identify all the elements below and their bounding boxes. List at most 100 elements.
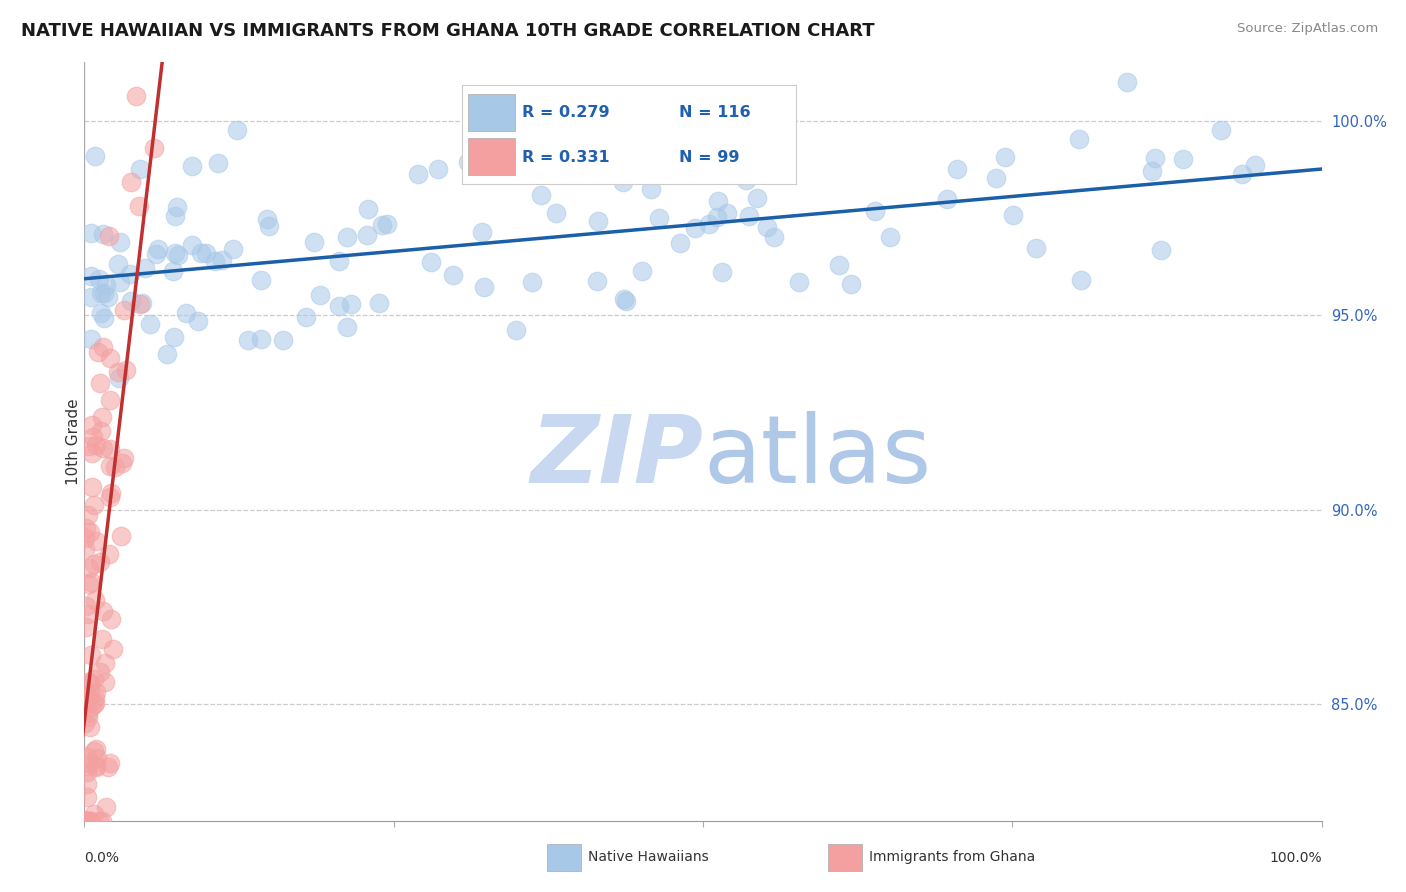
Point [697, 217, 720, 231]
Point [118, 267, 141, 281]
Point [128, 199, 150, 213]
Point [91, 340, 114, 354]
Point [787, 276, 810, 290]
Point [612, 174, 634, 188]
Point [879, 230, 901, 244]
Point [104, 459, 127, 474]
Point [79, 333, 101, 347]
Point [80, 699, 103, 714]
Point [110, 529, 132, 543]
Point [93, 674, 115, 689]
Point [91, 632, 114, 646]
Point [174, 306, 197, 320]
Point [75, 814, 97, 828]
Point [73, 715, 96, 730]
Point [107, 371, 129, 385]
Point [946, 161, 969, 176]
Point [73, 532, 96, 546]
Point [250, 333, 273, 347]
Point [107, 365, 129, 379]
Text: 0.0%: 0.0% [84, 851, 120, 865]
Point [1002, 209, 1025, 223]
Point [84, 593, 107, 607]
Point [530, 188, 553, 202]
Point [80, 648, 103, 662]
Point [77, 756, 100, 770]
Point [163, 210, 186, 224]
Point [82, 418, 104, 433]
Point [94, 657, 117, 671]
Point [187, 314, 209, 328]
Point [96, 799, 118, 814]
Point [84, 741, 107, 756]
Point [90, 285, 112, 300]
Point [75, 814, 97, 828]
Point [73, 541, 96, 556]
Point [195, 245, 218, 260]
Point [763, 229, 786, 244]
Point [76, 765, 98, 780]
Point [83, 149, 105, 163]
Point [640, 182, 662, 196]
Point [115, 363, 138, 377]
Point [572, 167, 595, 181]
Point [112, 303, 135, 318]
Point [73, 698, 96, 712]
Point [80, 480, 103, 494]
Text: ZIP: ZIP [530, 410, 703, 503]
Point [77, 710, 100, 724]
Point [82, 445, 104, 459]
Point [1230, 167, 1253, 181]
Point [76, 706, 98, 720]
Point [586, 274, 609, 288]
Point [89, 555, 111, 569]
Point [520, 275, 543, 289]
Point [706, 210, 728, 224]
Point [93, 286, 115, 301]
Point [75, 694, 97, 708]
Point [91, 442, 114, 456]
Point [211, 253, 233, 268]
Point [80, 575, 103, 590]
Point [669, 235, 692, 250]
Point [91, 604, 114, 618]
Point [716, 206, 738, 220]
Point [75, 620, 97, 634]
Point [77, 814, 100, 828]
Point [76, 750, 98, 764]
Point [134, 261, 156, 276]
Point [207, 155, 229, 169]
Point [89, 272, 111, 286]
Point [505, 323, 527, 337]
Point [336, 320, 359, 334]
Point [839, 277, 862, 291]
Point [190, 246, 212, 260]
Point [75, 814, 97, 828]
Point [1150, 243, 1173, 257]
Point [165, 246, 187, 260]
Point [73, 684, 96, 698]
Point [1244, 158, 1267, 172]
Point [745, 191, 768, 205]
Point [84, 437, 107, 451]
Text: Source: ZipAtlas.com: Source: ZipAtlas.com [1237, 22, 1378, 36]
Point [97, 290, 120, 304]
Point [80, 814, 103, 828]
Point [93, 311, 115, 326]
Point [80, 226, 103, 240]
Point [79, 686, 101, 700]
Point [79, 290, 101, 304]
Point [84, 690, 107, 705]
Point [707, 194, 730, 208]
Point [97, 760, 120, 774]
Point [328, 299, 350, 313]
Point [457, 154, 479, 169]
Point [129, 162, 152, 177]
Point [98, 351, 121, 365]
Point [146, 242, 169, 256]
Point [613, 292, 636, 306]
Point [1115, 75, 1137, 89]
Point [89, 814, 111, 828]
Point [98, 490, 121, 504]
Point [863, 204, 886, 219]
